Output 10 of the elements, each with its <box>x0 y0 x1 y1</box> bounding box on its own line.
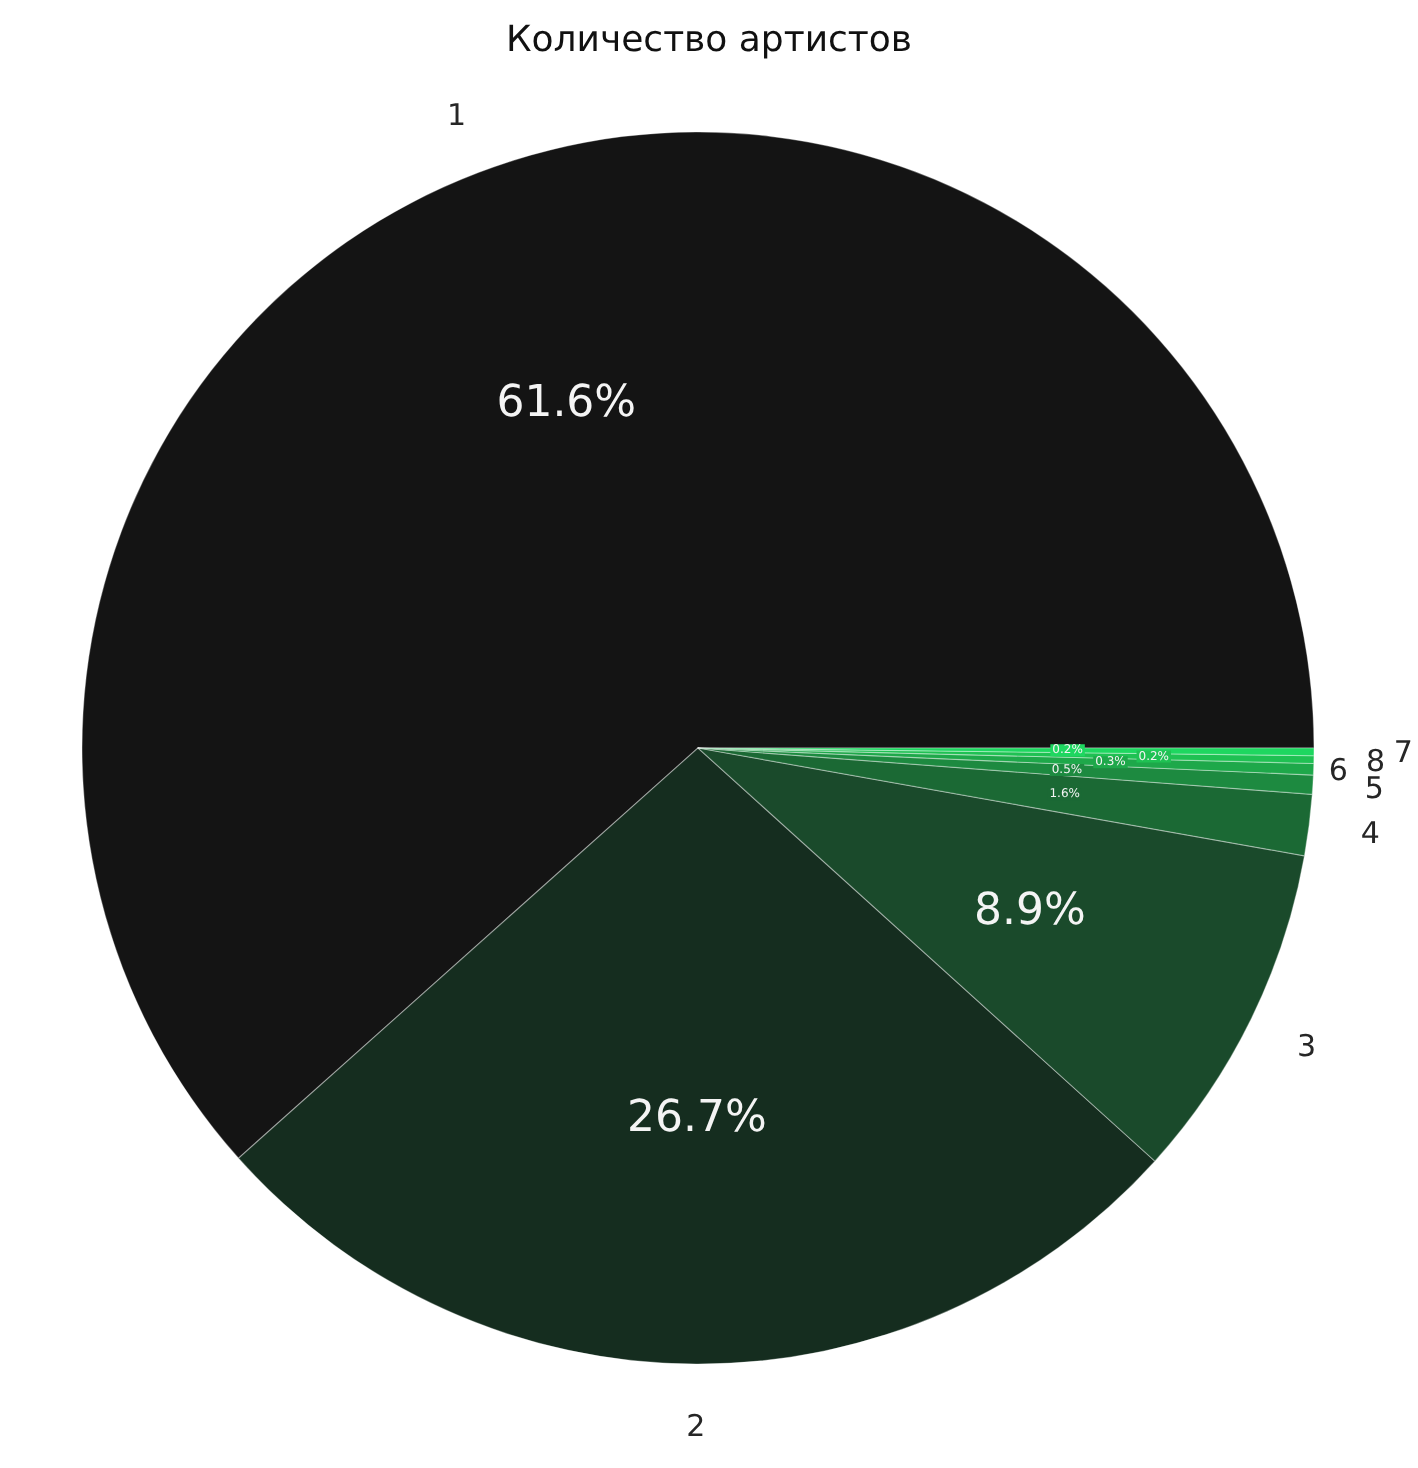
slice-label: 2 <box>686 1407 706 1444</box>
data-label: 26.7% <box>626 1092 767 1143</box>
slice-label: 4 <box>1360 814 1380 851</box>
chart-title: Количество артистов <box>505 19 913 61</box>
data-label: 61.6% <box>496 377 637 428</box>
data-label: 8.9% <box>974 885 1086 936</box>
slice-label: 7 <box>1393 734 1413 771</box>
slice-label: 1 <box>446 96 467 133</box>
slice-label: 6 <box>1328 752 1348 789</box>
slice-label: 3 <box>1296 1028 1317 1065</box>
